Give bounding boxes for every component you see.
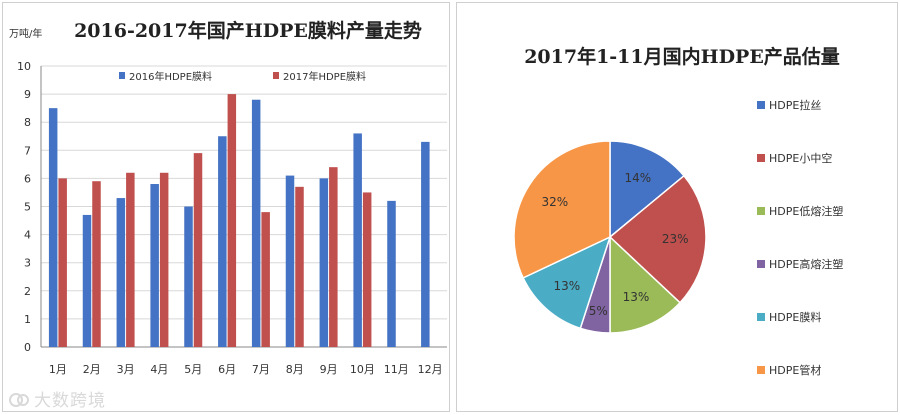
legend-swatch	[757, 366, 765, 374]
legend-swatch	[757, 101, 765, 109]
legend-swatch	[757, 260, 765, 268]
bar-2017-5	[193, 153, 203, 347]
bar-chart-title: 2016-2017年国产HDPE膜料产量走势	[74, 19, 422, 42]
pie-chart-panel: 2017年1-11月国内HDPE产品估量 14% 23% 13% 5% 13% 32% H…	[456, 2, 898, 412]
legend-label: HDPE管材	[769, 363, 821, 377]
y-tick-label: 8	[24, 116, 31, 129]
y-tick-label: 6	[24, 172, 31, 185]
pie-chart-title: 2017年1-11月国内HDPE产品估量	[524, 45, 840, 68]
legend-label: HDPE拉丝	[769, 98, 821, 112]
x-tick-label: 7月	[252, 363, 270, 376]
pie-slice	[609, 235, 682, 334]
x-tick-label: 8月	[286, 363, 304, 376]
watermark-logo-icon	[9, 393, 29, 407]
bar-2016-1	[48, 108, 58, 348]
pie-slice-label: 5%	[589, 304, 608, 318]
y-tick-label: 1	[24, 313, 31, 326]
pie-slice	[513, 140, 611, 279]
bar-2017-6	[227, 94, 237, 347]
x-tick-label: 2月	[83, 363, 101, 376]
y-tick-label: 4	[24, 229, 31, 242]
bar-chart-x-ticks: 1月 2月 3月 4月 5月 6月 7月 8月 9月 10月 11月 12月	[49, 363, 443, 376]
bar-2017-8	[295, 186, 304, 347]
bar-2016-7	[251, 99, 261, 347]
x-tick-label: 1月	[49, 363, 67, 376]
bar-chart-panel: 2016-2017年国产HDPE膜料产量走势 万吨/年 0 1 2 3 4 5 6 7 8 9 10…	[2, 2, 450, 412]
y-tick-label: 10	[17, 60, 31, 73]
legend-swatch	[273, 72, 279, 79]
bar-chart-legend: 2016年HDPE膜料 2017年HDPE膜料	[119, 70, 366, 83]
pie-slice-label: 23%	[662, 232, 689, 246]
bar-chart-bars	[48, 94, 430, 348]
x-tick-label: 11月	[384, 363, 409, 376]
legend-label: HDPE膜料	[769, 310, 821, 324]
bar-2017-9	[329, 167, 338, 347]
pie-slice-label: 32%	[542, 195, 569, 209]
legend-label: 2016年HDPE膜料	[129, 70, 212, 83]
legend-label: HDPE高熔注塑	[769, 257, 843, 271]
bar-2016-3	[116, 198, 126, 347]
pie-slice-label: 13%	[553, 279, 580, 293]
y-tick-label: 2	[24, 285, 31, 298]
bar-2017-4	[159, 172, 169, 347]
bar-2016-10	[353, 133, 362, 347]
x-tick-label: 4月	[150, 363, 168, 376]
watermark-text: 大数跨境	[34, 391, 106, 411]
bar-2016-4	[150, 184, 159, 347]
legend-label: HDPE小中空	[769, 151, 832, 165]
legend-label: HDPE低熔注塑	[769, 204, 843, 218]
bar-2016-2	[82, 214, 92, 347]
x-tick-label: 10月	[350, 363, 375, 376]
pie-slice-label: 14%	[624, 171, 651, 185]
bar-2016-8	[285, 175, 295, 347]
pie-chart-slices	[513, 140, 707, 334]
pie-chart: 2017年1-11月国内HDPE产品估量 14% 23% 13% 5% 13% 32% H…	[513, 45, 843, 377]
legend-swatch	[757, 207, 765, 215]
x-tick-label: 5月	[184, 363, 202, 376]
y-tick-label: 7	[24, 144, 31, 157]
legend-swatch	[757, 313, 765, 321]
legend-swatch	[757, 154, 765, 162]
y-tick-label: 3	[24, 257, 31, 270]
bar-2017-7	[261, 212, 270, 347]
bar-2016-5	[184, 206, 193, 347]
x-tick-label: 6月	[218, 363, 236, 376]
legend-label: 2017年HDPE膜料	[283, 70, 366, 83]
pie-slice-label: 13%	[623, 290, 650, 304]
y-tick-label: 5	[24, 201, 31, 214]
x-tick-label: 12月	[418, 363, 443, 376]
pie-slice	[522, 235, 612, 330]
pie-chart-slice-labels: 14% 23% 13% 5% 13% 32%	[542, 171, 689, 318]
bar-2016-9	[319, 178, 329, 347]
pie-chart-legend: HDPE拉丝 HDPE小中空 HDPE低熔注塑 HDPE高熔注塑 HDPE膜料 HDPE管…	[757, 98, 843, 377]
bar-chart: 2016-2017年国产HDPE膜料产量走势 万吨/年 0 1 2 3 4 5 6 7 8 9 10…	[9, 19, 447, 376]
pie-slice	[609, 140, 686, 239]
bar-2017-2	[92, 181, 101, 347]
x-tick-label: 9月	[320, 363, 338, 376]
legend-swatch	[119, 72, 125, 79]
bar-2016-12	[421, 141, 430, 347]
bar-2017-3	[126, 172, 135, 347]
bar-chart-grid	[40, 65, 447, 348]
bar-chart-y-axis-unit: 万吨/年	[9, 27, 42, 40]
pie-slice	[608, 174, 707, 304]
bar-chart-y-ticks: 0 1 2 3 4 5 6 7 8 9 10	[17, 60, 31, 354]
bar-2017-10	[362, 192, 372, 347]
y-tick-label: 0	[24, 341, 31, 354]
bar-2016-11	[387, 200, 396, 347]
watermark: 大数跨境	[8, 386, 106, 411]
bar-2017-1	[58, 178, 67, 347]
x-tick-label: 3月	[117, 363, 135, 376]
bar-2016-6	[218, 136, 227, 347]
y-tick-label: 9	[24, 88, 31, 101]
